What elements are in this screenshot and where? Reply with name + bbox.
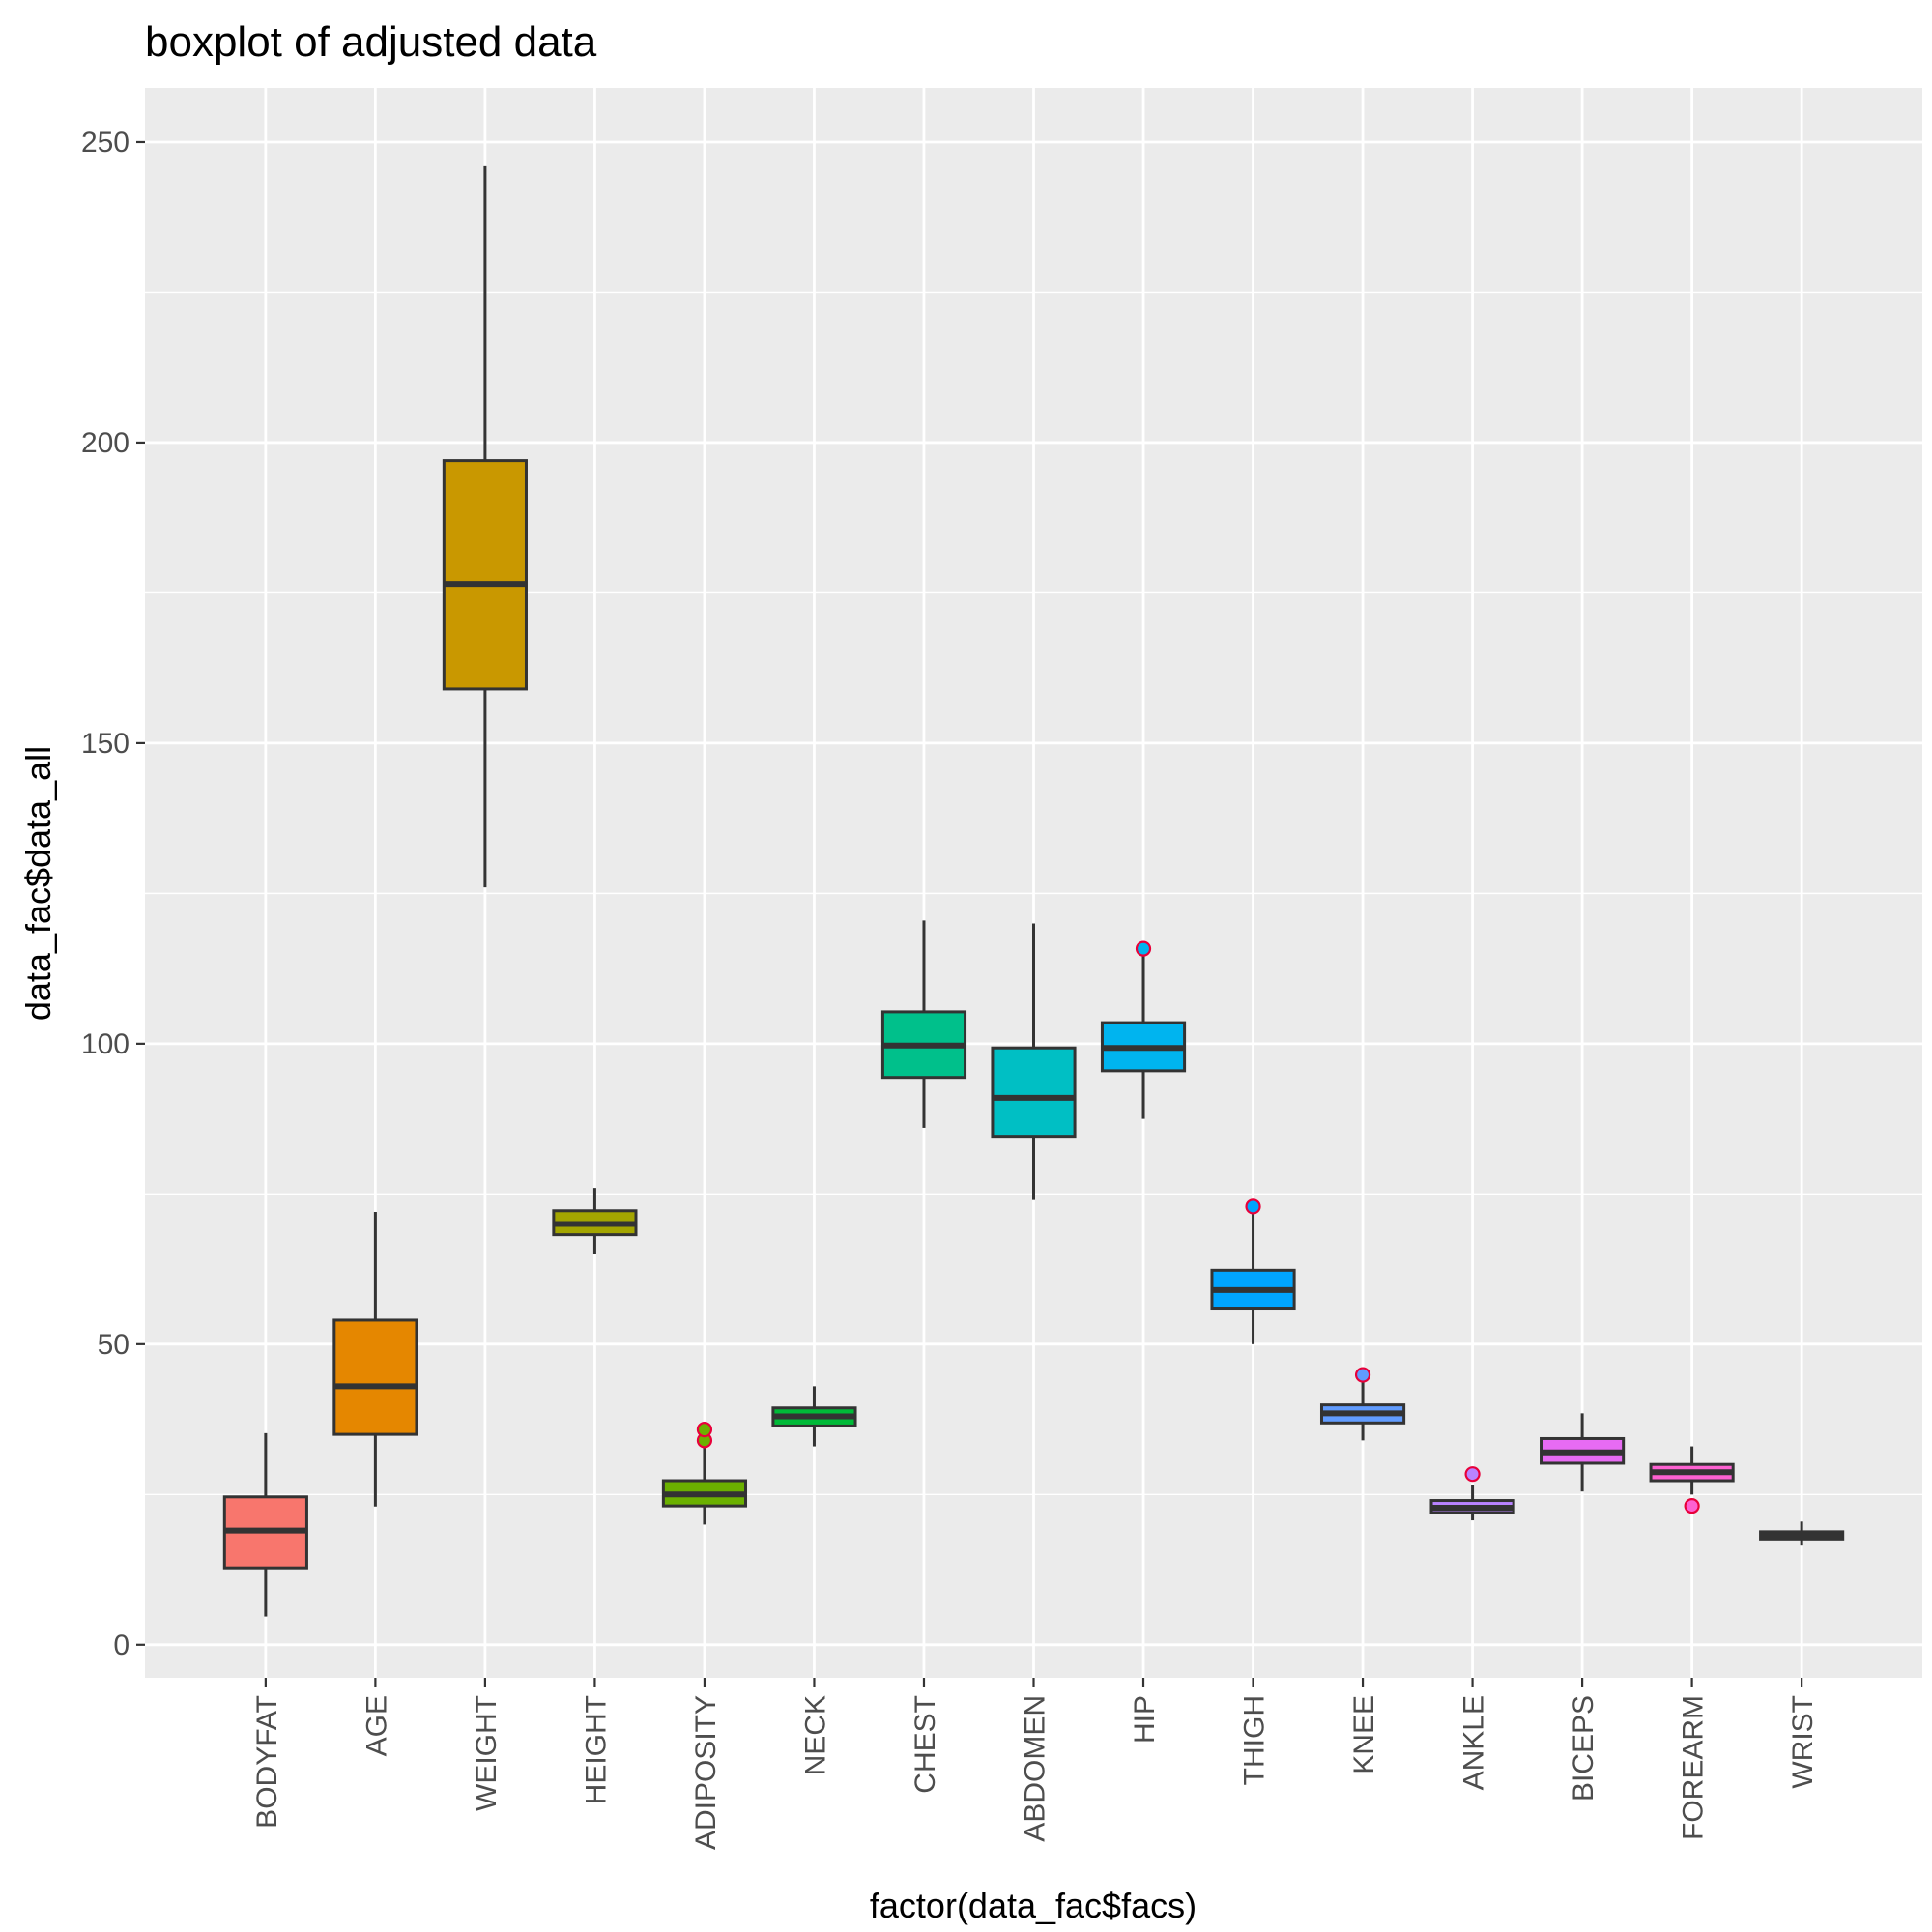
box-abdomen (991, 923, 1077, 1200)
x-tick-label: NECK (799, 1695, 831, 1775)
box-iqr (991, 1046, 1077, 1139)
box-iqr (332, 1318, 418, 1436)
y-tick-label: 250 (81, 127, 130, 159)
x-tick-label: WRIST (1787, 1695, 1819, 1789)
y-tick-label: 50 (98, 1329, 130, 1361)
box-wrist (1759, 1521, 1845, 1546)
box-ankle (1429, 1466, 1515, 1521)
y-tick-label: 200 (81, 427, 130, 459)
box-biceps (1540, 1413, 1626, 1492)
box-bodyfat (222, 1432, 308, 1617)
x-tick-label: BODYFAT (251, 1695, 283, 1829)
y-axis: 0 50 100 150 200 250 (81, 127, 145, 1661)
box-age (332, 1212, 418, 1507)
x-tick-label: WEIGHT (471, 1695, 503, 1811)
x-tick-label: HEIGHT (580, 1695, 612, 1804)
y-tick-label: 150 (81, 728, 130, 760)
x-tick-label: CHEST (909, 1695, 941, 1794)
x-tick-label: FOREARM (1678, 1695, 1710, 1840)
x-tick-label: THIGH (1239, 1695, 1271, 1785)
x-axis: BODYFAT AGE WEIGHT HEIGHT ADIPOSITY NECK CHEST… (251, 1678, 1819, 1850)
y-tick-label: 0 (113, 1629, 130, 1661)
x-tick-label: BICEPS (1568, 1695, 1600, 1802)
outlier-point (1464, 1466, 1481, 1483)
y-tick-label: 100 (81, 1028, 130, 1060)
box-knee (1319, 1367, 1406, 1441)
outlier-point (1245, 1198, 1261, 1215)
box-hip (1100, 940, 1187, 1119)
box-chest (880, 920, 967, 1128)
outlier-point (1135, 940, 1152, 957)
box-weight (442, 165, 528, 888)
x-tick-label: ADIPOSITY (690, 1695, 722, 1850)
x-tick-label: HIP (1129, 1695, 1161, 1744)
box-adiposity (661, 1422, 748, 1525)
grid-major (145, 88, 1922, 1678)
outlier-point (1354, 1367, 1371, 1383)
box-forearm (1649, 1446, 1735, 1514)
outlier-point (696, 1422, 713, 1438)
box-iqr (442, 459, 528, 691)
outlier-point (1684, 1498, 1700, 1514)
box-neck (771, 1386, 857, 1447)
boxes-layer (222, 165, 1845, 1617)
x-axis-title: factor(data_fac$facs) (870, 1886, 1197, 1925)
x-tick-label: AGE (360, 1695, 392, 1756)
x-tick-label: ABDOMEN (1020, 1695, 1052, 1842)
x-tick-label: ANKLE (1458, 1695, 1490, 1790)
y-axis-title: data_fac$data_all (18, 746, 58, 1021)
box-thigh (1210, 1198, 1296, 1344)
x-tick-label: KNEE (1348, 1695, 1380, 1774)
chart-title: boxplot of adjusted data (145, 18, 597, 66)
box-height (552, 1188, 638, 1254)
